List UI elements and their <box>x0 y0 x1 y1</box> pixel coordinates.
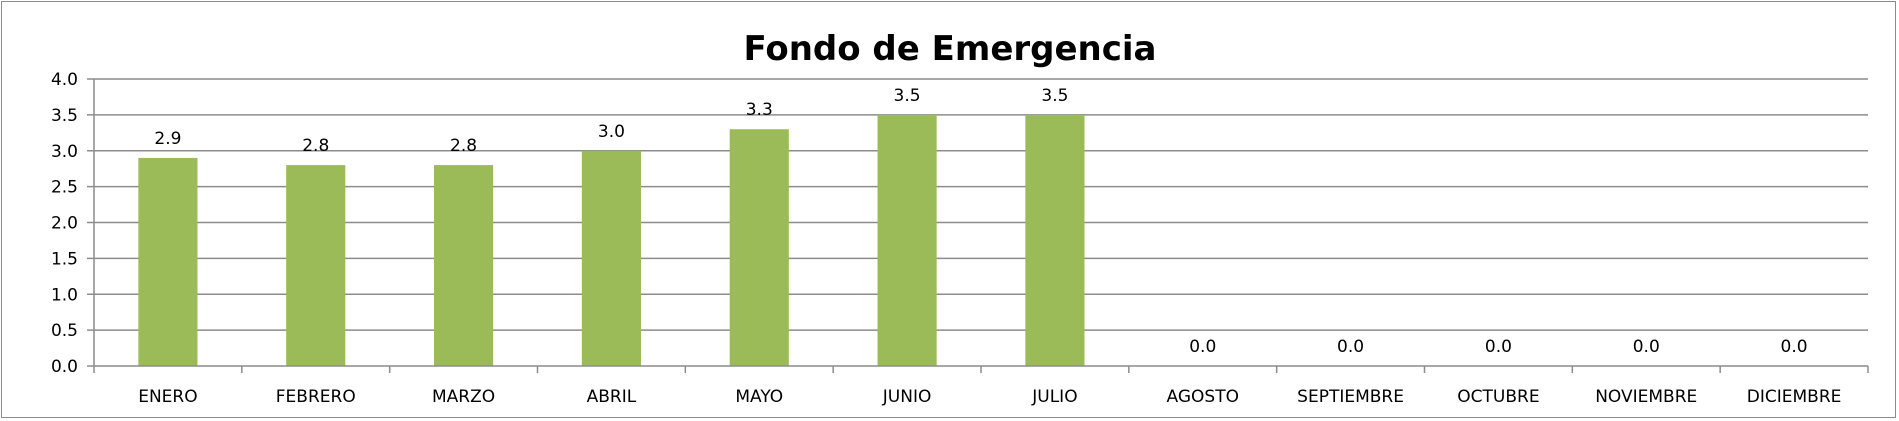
x-axis-categories: ENERO FEBRERO MARZO ABRIL MAYO JUNIO JULIO AGOS… <box>138 387 1841 407</box>
x-category-label: FEBRERO <box>276 387 356 407</box>
x-category-label: OCTUBRE <box>1457 387 1539 407</box>
y-tick-label: 2.5 <box>51 178 78 198</box>
x-category-label: ABRIL <box>587 387 637 407</box>
x-category-label: DICIEMBRE <box>1747 387 1842 407</box>
y-tick-label: 1.0 <box>51 285 78 305</box>
data-label: 0.0 <box>1633 337 1660 357</box>
bar-junio <box>877 114 937 366</box>
chart-title: Fondo de Emergencia <box>743 29 1156 69</box>
y-tick-label: 1.5 <box>51 249 78 269</box>
gridlines <box>94 78 1868 331</box>
bar-marzo <box>434 165 494 366</box>
data-label: 0.0 <box>1485 337 1512 357</box>
x-category-label: AGOSTO <box>1167 387 1239 407</box>
y-tick-label: 3.5 <box>51 106 78 126</box>
y-axis-ticks: 0.0 0.5 1.0 1.5 2.0 2.5 3.0 3.5 4.0 <box>51 70 94 377</box>
x-category-label: MARZO <box>432 387 495 407</box>
bar-mayo <box>729 129 789 366</box>
bar-enero <box>138 157 198 366</box>
data-labels: 2.9 2.8 2.8 3.0 3.3 3.5 3.5 0.0 0.0 0.0 0.0 0.0 <box>154 86 1807 357</box>
data-label: 0.0 <box>1337 337 1364 357</box>
bar-abril <box>581 150 641 366</box>
x-category-label: MAYO <box>735 387 783 407</box>
bar-febrero <box>286 165 346 366</box>
data-label: 0.0 <box>1781 337 1808 357</box>
x-category-label: JULIO <box>1031 387 1077 407</box>
data-label: 2.9 <box>154 129 181 149</box>
y-tick-label: 2.0 <box>51 214 78 234</box>
data-label: 3.5 <box>894 86 921 106</box>
y-tick-label: 0.5 <box>51 321 78 341</box>
bar-julio <box>1025 114 1085 366</box>
bars <box>138 114 1085 366</box>
x-category-label: NOVIEMBRE <box>1595 387 1697 407</box>
data-label: 0.0 <box>1189 337 1216 357</box>
x-category-label: ENERO <box>138 387 197 407</box>
data-label: 3.0 <box>598 122 625 142</box>
data-label: 2.8 <box>450 136 477 156</box>
axes <box>93 79 1869 373</box>
x-category-label: SEPTIEMBRE <box>1297 387 1404 407</box>
y-tick-label: 0.0 <box>51 357 78 377</box>
data-label: 3.5 <box>1041 86 1068 106</box>
y-tick-label: 3.0 <box>51 142 78 162</box>
data-label: 2.8 <box>302 136 329 156</box>
data-label: 3.3 <box>746 100 773 120</box>
y-tick-label: 4.0 <box>51 70 78 90</box>
x-category-label: JUNIO <box>882 387 932 407</box>
